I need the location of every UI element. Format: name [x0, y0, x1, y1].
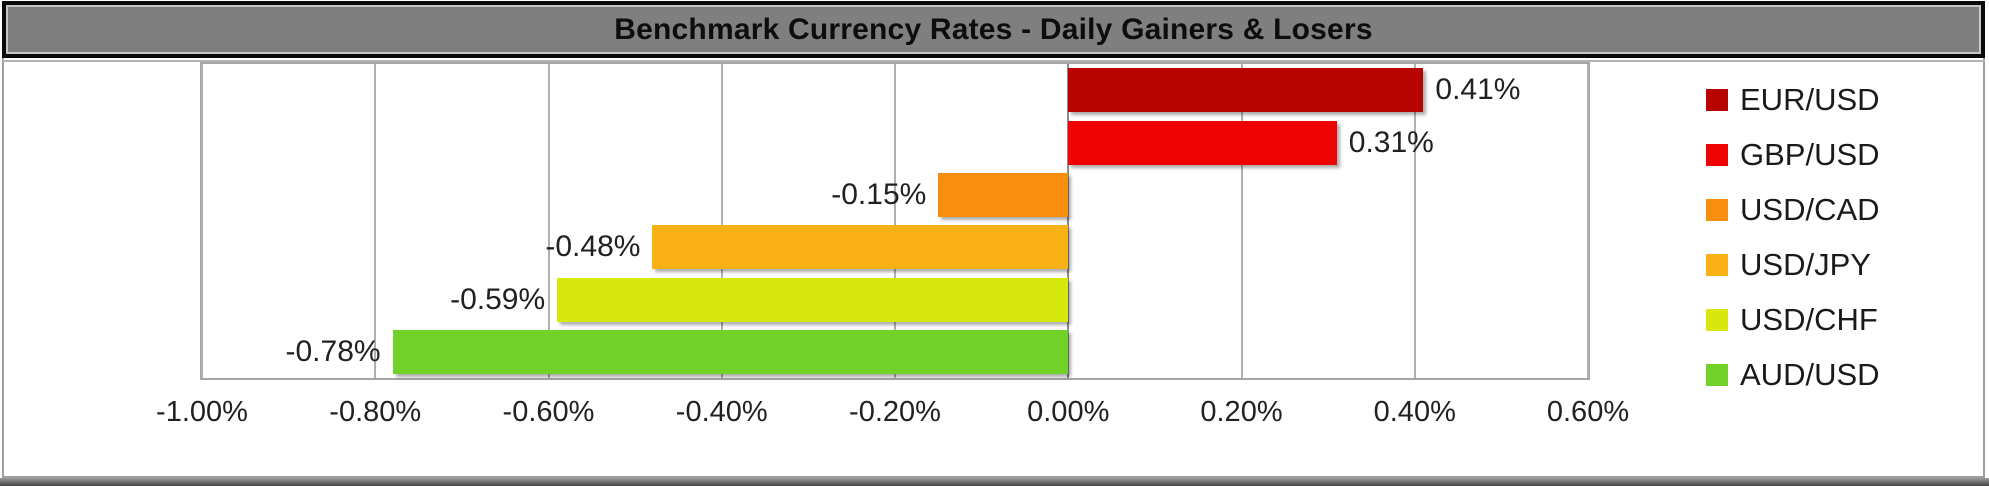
gridline	[720, 64, 723, 378]
legend: EUR/USD GBP/USD USD/CAD USD/JPY USD/CHF AUD/U…	[1706, 72, 1976, 402]
bar-value-label: 0.41%	[1435, 73, 1521, 107]
x-tick-label: -0.60%	[502, 396, 595, 428]
gridline	[374, 64, 377, 378]
legend-label: EUR/USD	[1740, 81, 1880, 117]
chart-title-bar: Benchmark Currency Rates - Daily Gainers…	[2, 1, 1985, 58]
gridline	[1587, 64, 1589, 378]
legend-swatch	[1706, 143, 1728, 166]
gridline	[1240, 64, 1243, 378]
legend-swatch	[1706, 198, 1728, 221]
x-tick-label: 0.20%	[1200, 396, 1283, 428]
x-tick-label: -1.00%	[156, 396, 248, 428]
plot-area: 0.41% 0.31% -0.15% -0.48% -0.59% -0.78%	[200, 62, 1590, 380]
legend-item-usd-cad: USD/CAD	[1706, 182, 1976, 237]
bar-eur-usd	[1068, 68, 1424, 113]
bar-usd-cad	[938, 172, 1069, 217]
legend-label: GBP/USD	[1740, 136, 1880, 172]
x-tick-label: 0.60%	[1546, 396, 1630, 428]
x-tick-label: -0.40%	[675, 396, 768, 428]
zero-axis-line	[1067, 64, 1070, 378]
legend-label: USD/CAD	[1740, 191, 1880, 227]
bar-value-label: 0.31%	[1348, 125, 1434, 159]
legend-label: USD/CHF	[1740, 301, 1878, 337]
bar-gbp-usd	[1068, 120, 1337, 165]
bar-value-label: -0.78%	[285, 334, 381, 368]
window-bottom-edge	[0, 478, 1989, 486]
bar-usd-chf	[557, 277, 1069, 322]
gridline	[894, 64, 896, 378]
bar-value-label: -0.15%	[831, 177, 927, 211]
title-divider	[2, 60, 1985, 62]
legend-item-aud-usd: AUD/USD	[1706, 347, 1976, 402]
x-axis: -1.00% -0.80% -0.60% -0.40% -0.20% 0.00% 0.20%…	[156, 396, 1629, 434]
legend-item-eur-usd: EUR/USD	[1706, 72, 1976, 127]
gridline	[1413, 64, 1416, 378]
bar-usd-jpy	[652, 225, 1069, 270]
chart-title: Benchmark Currency Rates - Daily Gainers…	[614, 12, 1373, 46]
legend-item-usd-jpy: USD/JPY	[1706, 237, 1976, 292]
legend-item-usd-chf: USD/CHF	[1706, 292, 1976, 347]
legend-label: AUD/USD	[1740, 356, 1880, 392]
x-tick-label: -0.20%	[849, 396, 941, 428]
legend-swatch	[1706, 308, 1728, 331]
legend-item-gbp-usd: GBP/USD	[1706, 127, 1976, 182]
gridline	[201, 64, 203, 378]
legend-label: USD/JPY	[1740, 246, 1871, 282]
x-tick-label: 0.00%	[1027, 396, 1110, 428]
bar-value-label: -0.48%	[545, 230, 641, 264]
bar-value-label: -0.59%	[450, 282, 546, 316]
bar-aud-usd	[392, 329, 1069, 374]
gridline	[547, 64, 550, 378]
legend-swatch	[1706, 253, 1728, 276]
x-tick-label: -0.80%	[329, 396, 422, 428]
legend-swatch	[1706, 88, 1728, 111]
x-tick-label: 0.40%	[1373, 396, 1456, 428]
legend-swatch	[1706, 363, 1728, 386]
